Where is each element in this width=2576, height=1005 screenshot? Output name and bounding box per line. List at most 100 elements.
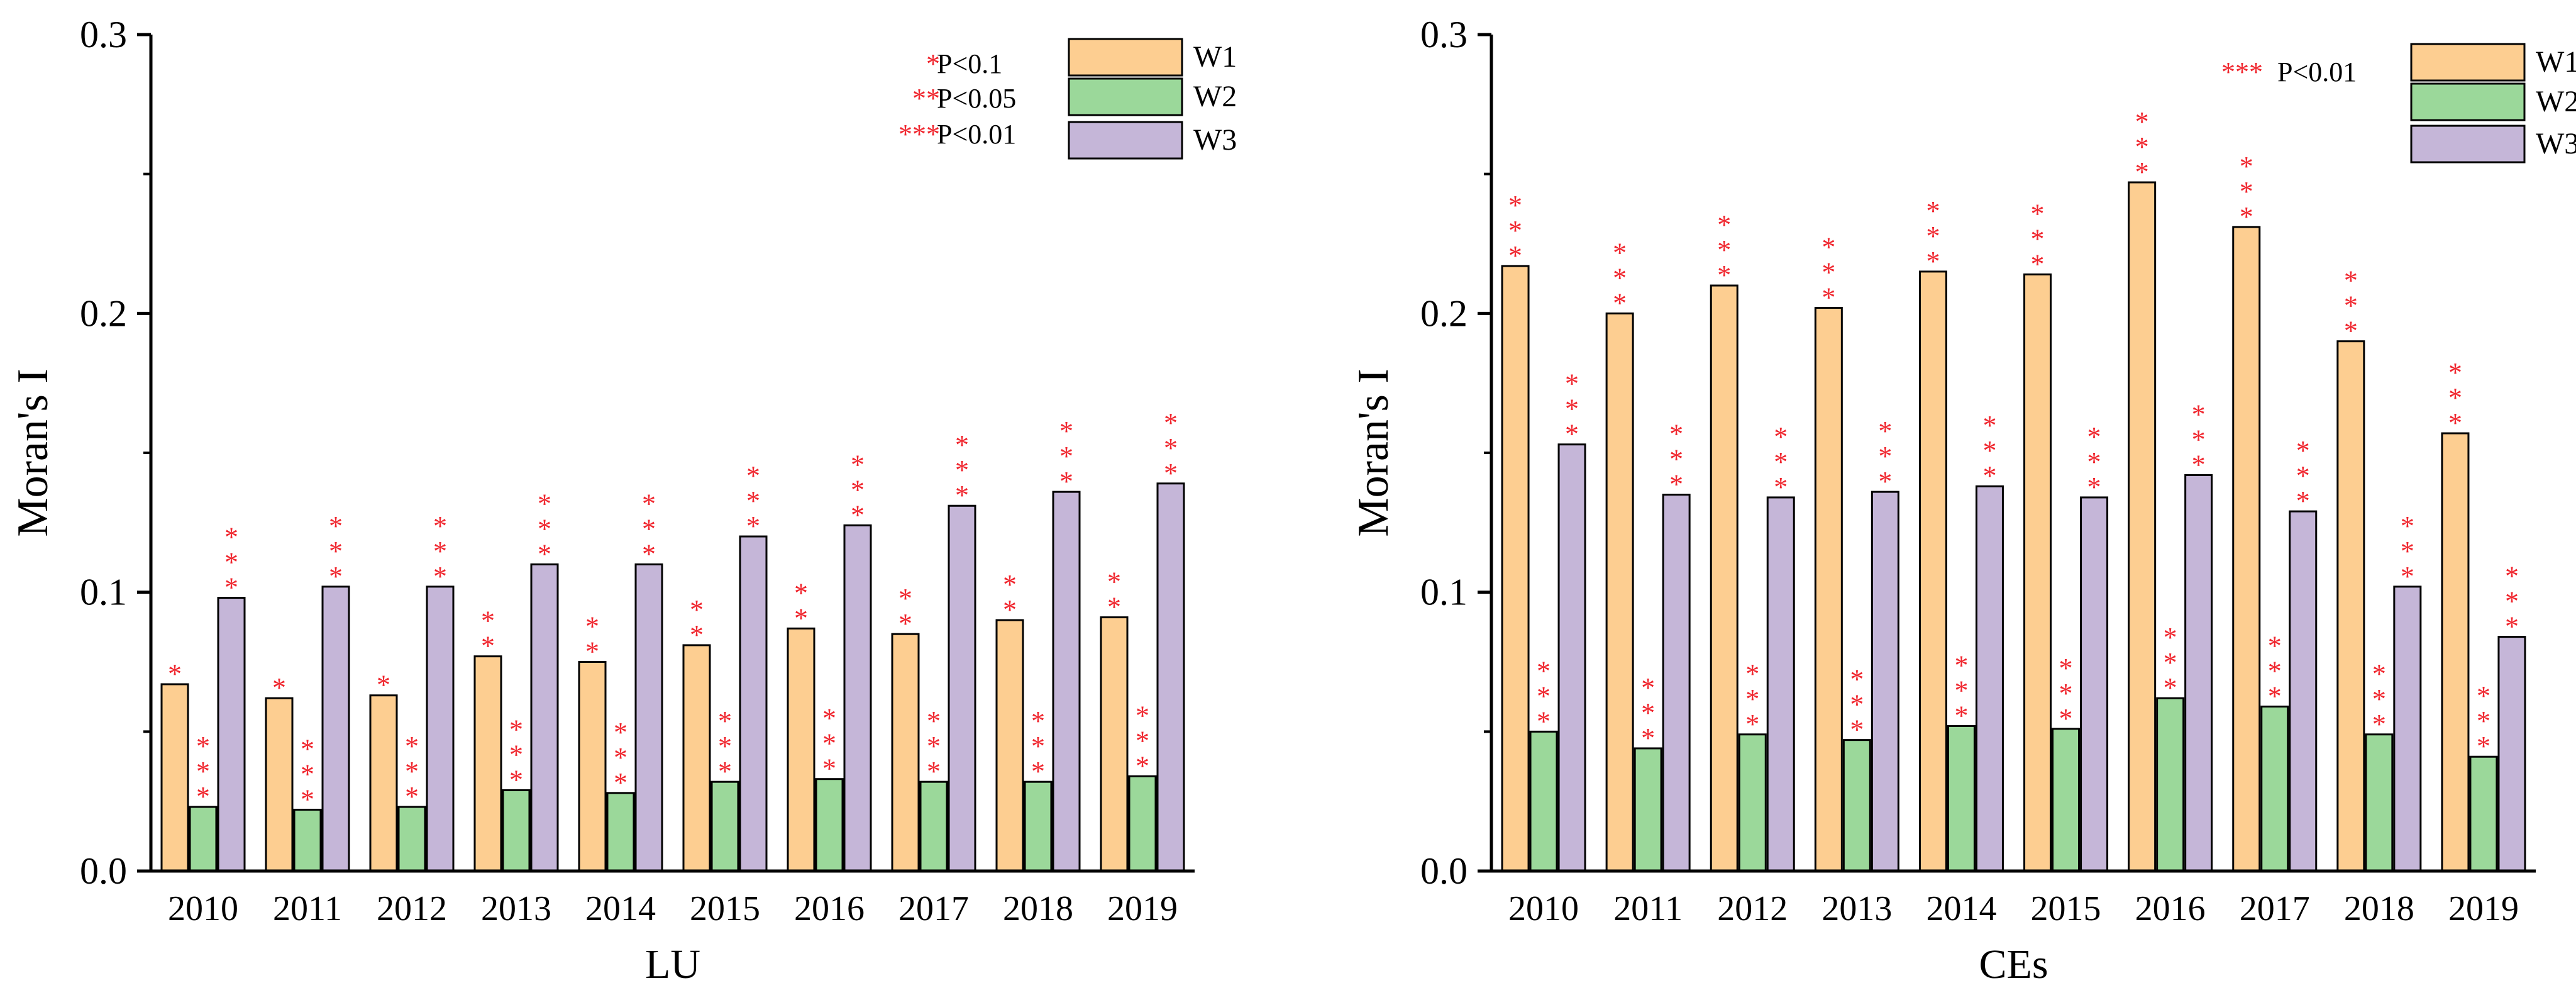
significance-stars: * * * — [1059, 416, 1073, 497]
sig-legend-label: P<0.1 — [937, 48, 1002, 79]
bar-w3-2018 — [1052, 491, 1081, 872]
bar-w2-2010 — [1529, 730, 1558, 872]
bar-w1-2011 — [1605, 312, 1634, 872]
significance-stars: * * * — [2448, 357, 2462, 438]
significance-stars: * * * — [1850, 664, 1864, 745]
significance-stars: * * * — [2477, 680, 2490, 762]
significance-stars: * * * — [1669, 419, 1683, 500]
significance-stars: * * * — [822, 703, 836, 784]
x-tick-label: 2014 — [585, 889, 656, 928]
sig-legend-label: P<0.05 — [937, 83, 1016, 114]
significance-stars: * * * — [224, 522, 238, 603]
significance-stars: * * * — [1774, 421, 1788, 502]
bar-w3-2015 — [739, 535, 768, 872]
significance-stars: * * * — [1717, 209, 1731, 291]
y-tick-label: 0.2 — [80, 292, 127, 334]
significance-stars: * * * — [2087, 421, 2101, 502]
bar-w2-2012 — [397, 806, 426, 872]
x-tick-label: 2016 — [794, 889, 865, 928]
x-tick-label: 2010 — [1508, 889, 1579, 928]
sig-legend-label: P<0.01 — [2277, 57, 2357, 87]
significance-stars: * * * — [927, 706, 941, 787]
significance-stars: * * * — [851, 449, 865, 530]
bar-w3-2015 — [2080, 496, 2109, 872]
significance-stars: * * * — [718, 706, 732, 787]
legend-swatch-w3 — [2410, 125, 2526, 164]
bar-w2-2015 — [710, 780, 739, 872]
bar-w1-2015 — [682, 644, 711, 872]
significance-stars: * * * — [301, 733, 314, 814]
bar-w1-2013 — [1814, 306, 1843, 872]
bar-w2-2012 — [1738, 733, 1767, 872]
y-tick-label: 0.2 — [1420, 292, 1468, 334]
significance-stars: * * — [1107, 567, 1121, 623]
bar-w3-2011 — [1662, 494, 1691, 872]
x-axis-label: CEs — [1979, 941, 2048, 987]
significance-stars: * * * — [2401, 511, 2414, 592]
significance-stars: * * * — [955, 430, 969, 511]
sig-legend-stars: * — [926, 48, 940, 79]
bar-w3-2019 — [2497, 636, 2526, 872]
significance-stars: * * * — [2059, 653, 2073, 734]
bar-w3-2011 — [321, 586, 350, 872]
significance-stars: * * * — [509, 714, 523, 795]
bar-w3-2014 — [634, 563, 663, 872]
bar-w2-2013 — [502, 789, 531, 872]
y-tick-label: 0.0 — [80, 850, 127, 892]
legend-swatch-w3 — [1068, 121, 1183, 160]
x-tick-label: 2019 — [1107, 889, 1178, 928]
significance-stars: * * — [794, 577, 808, 633]
y-axis-label: Moran's I — [1349, 369, 1398, 536]
bar-w2-2018 — [2365, 733, 2394, 872]
bar-w1-2014 — [578, 661, 607, 872]
bar-w1-2017 — [2232, 226, 2261, 872]
sig-legend-label: P<0.01 — [937, 119, 1016, 150]
bar-w2-2014 — [1947, 725, 1976, 872]
x-tick-label: 2012 — [1717, 889, 1788, 928]
bar-w3-2018 — [2393, 586, 2422, 872]
bar-w3-2012 — [1766, 496, 1795, 872]
bar-w3-2019 — [1156, 482, 1185, 872]
significance-stars: * * * — [1878, 416, 1892, 497]
significance-stars: * * * — [2372, 658, 2386, 740]
legend-swatch-w1 — [1068, 38, 1183, 77]
bar-w3-2013 — [530, 563, 559, 872]
sig-legend-stars: *** — [898, 119, 940, 150]
bar-w1-2013 — [473, 655, 502, 872]
significance-stars: * * — [585, 611, 599, 667]
significance-stars: * * * — [2344, 265, 2358, 347]
bar-w1-2017 — [891, 633, 920, 872]
significance-stars: * * — [1003, 569, 1017, 625]
significance-stars: * * * — [2031, 198, 2045, 279]
bar-w1-2019 — [1100, 616, 1129, 872]
significance-stars: * * * — [2164, 622, 2177, 703]
bar-w2-2010 — [189, 806, 218, 872]
bar-w1-2015 — [2023, 273, 2052, 872]
significance-stars: * * * — [1565, 369, 1579, 450]
significance-stars: * * * — [746, 460, 760, 541]
significance-stars: * * * — [1508, 190, 1522, 271]
y-axis-label: Moran's I — [9, 369, 57, 536]
bar-w3-2016 — [843, 524, 872, 872]
x-tick-label: 2010 — [168, 889, 238, 928]
bar-w1-2012 — [1710, 284, 1739, 872]
x-tick-label: 2017 — [2240, 889, 2310, 928]
y-tick-label: 0.3 — [1420, 14, 1468, 55]
x-tick-label: 2011 — [1613, 889, 1683, 928]
x-tick-label: 2018 — [1003, 889, 1073, 928]
significance-stars: * — [377, 670, 390, 701]
y-tick-label: 0.3 — [80, 14, 127, 55]
significance-stars: * * * — [1954, 650, 1968, 731]
significance-stars: * * * — [2296, 435, 2310, 516]
bar-w3-2014 — [1975, 485, 2004, 872]
bar-w3-2017 — [948, 504, 976, 872]
bar-w3-2010 — [217, 597, 246, 872]
bar-w2-2013 — [1842, 739, 1871, 872]
legend-label-w1: W1 — [2536, 45, 2576, 79]
bar-w2-2016 — [815, 778, 844, 872]
y-tick-label: 0.1 — [80, 572, 127, 613]
significance-stars: * * * — [1136, 700, 1149, 781]
significance-stars: * * * — [642, 488, 656, 569]
significance-stars: * * * — [405, 731, 419, 812]
bar-w1-2010 — [160, 683, 189, 872]
